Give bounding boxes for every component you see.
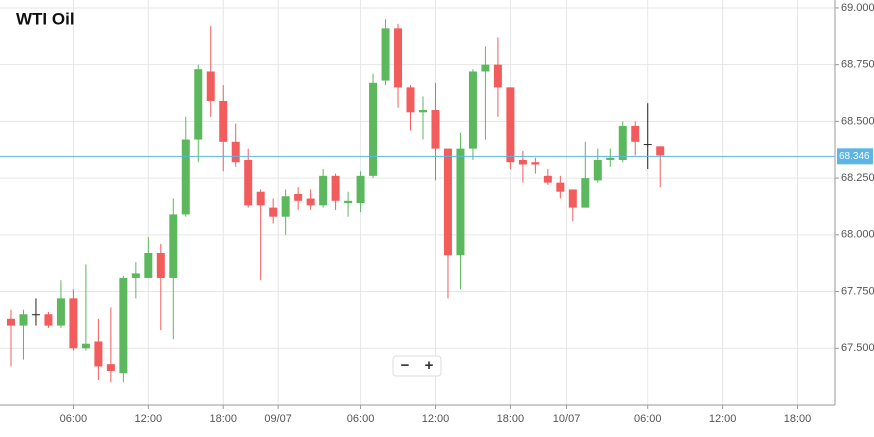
candle-body xyxy=(369,82,378,176)
candle-body xyxy=(356,175,365,204)
candle-body xyxy=(181,139,190,215)
candle-body xyxy=(381,28,390,81)
candle-body xyxy=(219,100,228,142)
candle-body xyxy=(169,214,178,278)
candle-body xyxy=(44,314,53,326)
candle-body xyxy=(394,28,403,88)
candle-body xyxy=(144,252,153,278)
candle-body xyxy=(493,64,502,88)
candle-body xyxy=(281,196,290,217)
x-tick-label: 18:00 xyxy=(784,413,812,425)
candle-body xyxy=(306,198,315,206)
candle-body xyxy=(631,125,640,142)
candles xyxy=(6,19,665,383)
x-tick-label: 12:00 xyxy=(135,413,163,425)
x-tick-label: 06:00 xyxy=(347,413,375,425)
grid xyxy=(0,0,835,405)
candle-body xyxy=(431,110,440,149)
candle-body xyxy=(331,175,340,201)
candle-body xyxy=(6,318,15,326)
candle-body xyxy=(131,273,140,278)
current-price-tag xyxy=(837,148,873,165)
candle-body xyxy=(656,146,665,156)
candle-body xyxy=(119,277,128,374)
y-tick-label: 67.500 xyxy=(841,342,874,354)
y-tick-label: 69.000 xyxy=(841,2,874,14)
x-tick-label: 18:00 xyxy=(209,413,237,425)
candle-body xyxy=(69,298,78,349)
candle-body xyxy=(418,110,427,113)
candle-body xyxy=(531,162,540,165)
candle-body xyxy=(481,64,490,72)
candle-body xyxy=(19,314,28,326)
candle-body xyxy=(231,141,240,163)
candle-body xyxy=(456,148,465,256)
zoom-in[interactable]: + xyxy=(425,357,434,374)
candle-body xyxy=(618,125,627,160)
y-tick-label: 68.750 xyxy=(841,59,874,71)
x-tick-label: 09/07 xyxy=(264,413,292,425)
candle-body xyxy=(581,178,590,208)
candle-body xyxy=(206,71,215,101)
candle-body xyxy=(194,69,203,140)
candle-body xyxy=(406,87,415,113)
zoom-controls: − + xyxy=(392,355,442,377)
candle-body xyxy=(556,182,565,192)
candle-body xyxy=(344,200,353,204)
candle-body xyxy=(256,191,265,206)
candle-body xyxy=(443,148,452,256)
candle-body xyxy=(56,298,65,326)
candle-body xyxy=(244,159,253,206)
candle-body xyxy=(506,87,515,163)
candle-body xyxy=(606,157,615,160)
candle-body xyxy=(543,175,552,183)
zoom-out[interactable]: − xyxy=(401,357,410,374)
x-tick-label: 06:00 xyxy=(634,413,662,425)
y-tick-label: 68.250 xyxy=(841,172,874,184)
candle-body xyxy=(319,175,328,206)
candle-body xyxy=(81,343,90,349)
zoom-box xyxy=(392,355,442,377)
candle-body xyxy=(468,71,477,149)
y-tick-label: 68.000 xyxy=(841,229,874,241)
candle-body xyxy=(518,159,527,165)
candle-body xyxy=(568,189,577,208)
x-tick-label: 06:00 xyxy=(60,413,88,425)
y-tick-label: 67.750 xyxy=(841,285,874,297)
x-tick-label: 18:00 xyxy=(497,413,525,425)
candle-body xyxy=(593,159,602,181)
x-tick-label: 10/07 xyxy=(553,413,581,425)
candle-body xyxy=(294,193,303,201)
candle-body xyxy=(94,341,103,367)
current-price-label: 68.346 xyxy=(839,151,870,162)
chart-title: WTI Oil xyxy=(16,9,75,28)
candle-body xyxy=(269,207,278,217)
candle-body xyxy=(643,144,652,146)
candle-body xyxy=(156,252,165,278)
x-tick-label: 12:00 xyxy=(422,413,450,425)
candle-body xyxy=(31,314,40,316)
candle-body xyxy=(106,364,115,371)
x-tick-label: 12:00 xyxy=(709,413,737,425)
y-tick-label: 68.500 xyxy=(841,115,874,127)
